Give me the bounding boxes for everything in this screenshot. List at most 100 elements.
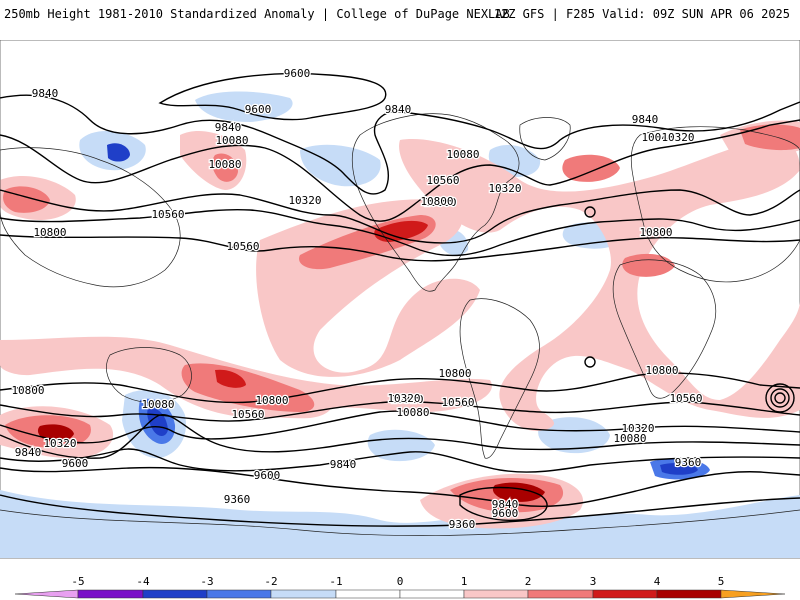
contour-label: 10800 [255, 394, 288, 407]
anomaly-s-pacific-ridge-core [215, 369, 246, 388]
contour-label: 10320 [387, 392, 420, 405]
anomaly-w-canada [300, 144, 381, 187]
anomaly-e-pacific-band [256, 199, 480, 377]
contour-label: 10320 [488, 182, 521, 195]
colorbar-swatch [14, 589, 79, 599]
contour-9360-south [0, 494, 800, 527]
south-america-outline [459, 298, 540, 459]
colorbar-swatch [335, 589, 401, 599]
contour-label: 10800 [423, 196, 456, 209]
anomaly-alaska [195, 91, 293, 122]
contour-10560-south [0, 401, 800, 422]
contour-sw-indian-low-1 [765, 383, 795, 413]
map-header: 250mb Height 1981-2010 Standardized Anom… [0, 0, 800, 30]
contour-9600-south [0, 466, 800, 508]
greenland-outline [519, 117, 571, 161]
colorbar-swatch [656, 589, 722, 599]
contour-label: 9600 [492, 507, 519, 520]
contour-label: 10320 [621, 422, 654, 435]
eurasia-outline [630, 126, 800, 283]
height-contours [0, 72, 800, 527]
contour-label: 10320 [661, 131, 694, 144]
colorbar-tick-label: 3 [590, 575, 597, 588]
anomaly-nw-europe-ridge [740, 124, 800, 151]
contour-label: 10800 [420, 195, 453, 208]
north-america-outline [351, 113, 520, 292]
colorbar-swatch [206, 589, 272, 599]
contour-label: 9360 [449, 518, 476, 531]
anomaly-aleutian-ridge [212, 153, 238, 182]
continent-outlines [0, 113, 800, 536]
contour-cutoff-low [584, 206, 596, 218]
contour-label: 9600 [245, 103, 272, 116]
contour-label: 9840 [385, 103, 412, 116]
contour-label: 10800 [639, 226, 672, 239]
contour-label: 10800 [645, 364, 678, 377]
contour-label: 10560 [226, 240, 259, 253]
anomaly-s-indian-core [660, 462, 698, 475]
contour-label: 10320 [390, 393, 423, 406]
contour-label: 9600 [62, 457, 89, 470]
contour-10080-north [0, 119, 800, 222]
colorbar-tick-label: 5 [718, 575, 725, 588]
anomaly-s-atlantic [538, 417, 610, 454]
contour-sw-indian-low-2 [770, 388, 790, 408]
contour-label: 10560 [669, 392, 702, 405]
contour-9840-north [0, 94, 800, 195]
contour-label: 10080 [641, 131, 674, 144]
contour-label: 10320 [43, 437, 76, 450]
contour-sw-indian-low-3 [774, 392, 786, 404]
contour-label: 9840 [215, 121, 242, 134]
colorbar-swatch [270, 589, 337, 599]
colorbar-swatch [142, 589, 208, 599]
contour-label: 10800 [33, 226, 66, 239]
colorbar-swatch [527, 589, 594, 599]
anomaly-s-pacific [367, 429, 435, 462]
contour-label: 10080 [208, 158, 241, 171]
contour-label: 9840 [15, 446, 42, 459]
contour-9840-south [0, 448, 800, 473]
colorbar-tick-label: -2 [264, 575, 277, 588]
colorbar-tick-label: 1 [461, 575, 468, 588]
contour-label: 10080 [396, 406, 429, 419]
contour-10320-south [0, 410, 800, 444]
colorbar-tick-label: -5 [71, 575, 84, 588]
colorbar-swatch [399, 589, 465, 599]
contour-10800-tropics [0, 234, 800, 262]
contour-label: 10080 [141, 398, 174, 411]
contour-label: 9840 [492, 498, 519, 511]
colorbar-tick-label: 4 [654, 575, 661, 588]
asia-pacific-outline [0, 147, 181, 288]
contour-label: 9600 [254, 469, 281, 482]
contour-label: 10560 [426, 174, 459, 187]
colorbar: -5 -4 -3 -2 -1 0 1 2 3 4 5 [14, 575, 786, 599]
contour-label: 10560 [151, 208, 184, 221]
contour-label: 9360 [675, 456, 702, 469]
colorbar-tick-label: -1 [329, 575, 342, 588]
colorbar-tick-label: 2 [525, 575, 532, 588]
contour-9840-loop [459, 486, 548, 522]
contour-10800-south [0, 372, 800, 404]
contour-label: 10080 [446, 148, 479, 161]
contour-label: 10080 [215, 134, 248, 147]
africa-outline [612, 259, 717, 399]
contour-s-atlantic-low [584, 356, 596, 368]
colorbar-swatch [720, 589, 786, 599]
map-title: 250mb Height 1981-2010 Standardized Anom… [4, 7, 510, 21]
contour-label: 10320 [288, 194, 321, 207]
colorbar-tick-label: -3 [200, 575, 213, 588]
colorbar-swatch [592, 589, 658, 599]
model-run-info: 12Z GFS | F285 Valid: 09Z SUN APR 06 202… [493, 7, 790, 21]
contour-10320-north [0, 189, 800, 244]
anomaly-w-pacific-ridge [3, 186, 51, 213]
australia-outline [106, 347, 192, 403]
colorbar-swatch [77, 589, 144, 599]
colorbar-swatch [463, 589, 529, 599]
colorbar-tick-label: 0 [397, 575, 404, 588]
contour-label: 9840 [632, 113, 659, 126]
antarctica-negative-anomaly [0, 490, 800, 558]
antarctica-outline [0, 509, 800, 536]
anomaly-europe-warm [399, 139, 800, 431]
